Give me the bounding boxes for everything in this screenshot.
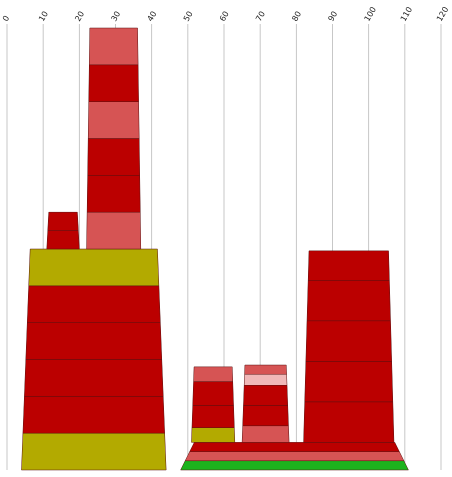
stack-7-segment-2 [304, 361, 394, 403]
stack-1 [21, 248, 167, 471]
x-tick-label: 90 [326, 10, 339, 23]
x-tick-label: 50 [182, 10, 195, 23]
stack-7-segment-1 [303, 401, 395, 443]
stack-7-segment-5 [307, 250, 390, 281]
stack-7 [303, 250, 395, 443]
stack-3-segment-4 [87, 101, 140, 139]
stack-1-segment-4 [25, 322, 163, 360]
stack-3-segment-3 [87, 138, 140, 176]
stack-3-segment-1 [86, 211, 142, 250]
stack-5 [191, 366, 236, 443]
stack-4-segment-2 [184, 451, 405, 462]
stack-1-segment-6 [28, 248, 160, 287]
x-tick-label: 120 [435, 5, 450, 23]
stack-1-segment-3 [24, 359, 164, 397]
x-tick-label: 100 [363, 5, 378, 23]
stack-5-segment-1 [191, 427, 236, 443]
x-tick-label: 110 [399, 5, 414, 23]
x-axis-tick-labels: 0 10 20 30 40 50 60 70 80 90 100 110 120 [1, 5, 450, 23]
stack-2-segment-1 [46, 230, 80, 250]
x-tick-label: 70 [254, 10, 267, 23]
x-tick-label: 80 [290, 10, 303, 23]
stack-3-segment-5 [88, 64, 139, 102]
stack-6-segment-5 [244, 364, 287, 375]
stack-3-segment-2 [86, 175, 141, 213]
x-tick-label: 10 [37, 10, 50, 23]
stack-6-segment-3 [243, 385, 289, 406]
stack-6-segment-2 [242, 405, 289, 427]
stack-7-segment-3 [305, 320, 392, 362]
stack-3 [86, 27, 142, 250]
x-tick-label: 40 [146, 10, 159, 23]
x-tick-label: 30 [109, 10, 122, 23]
stack-4-segment-1 [180, 460, 409, 471]
stacks [21, 27, 409, 471]
stack-5-segment-2 [191, 405, 235, 428]
stack-5-segment-3 [192, 381, 234, 406]
stack-4 [180, 442, 409, 471]
x-tick-label: 60 [218, 10, 231, 23]
stack-1-segment-1 [21, 432, 167, 471]
x-tick-label: 20 [73, 10, 86, 23]
stack-7-segment-4 [306, 280, 391, 322]
stack-4-segment-3 [189, 442, 400, 452]
stack-2-segment-2 [47, 211, 79, 231]
stack-6-segment-1 [241, 425, 290, 443]
stack-6 [241, 364, 290, 443]
x-tick-label: 0 [1, 14, 11, 23]
stack-2 [46, 211, 80, 250]
stack-1-segment-5 [26, 285, 161, 323]
stack-1-segment-2 [22, 396, 165, 434]
stack-6-segment-4 [243, 373, 288, 386]
stack-3-segment-6 [89, 27, 139, 66]
stack-5-segment-4 [193, 366, 234, 382]
